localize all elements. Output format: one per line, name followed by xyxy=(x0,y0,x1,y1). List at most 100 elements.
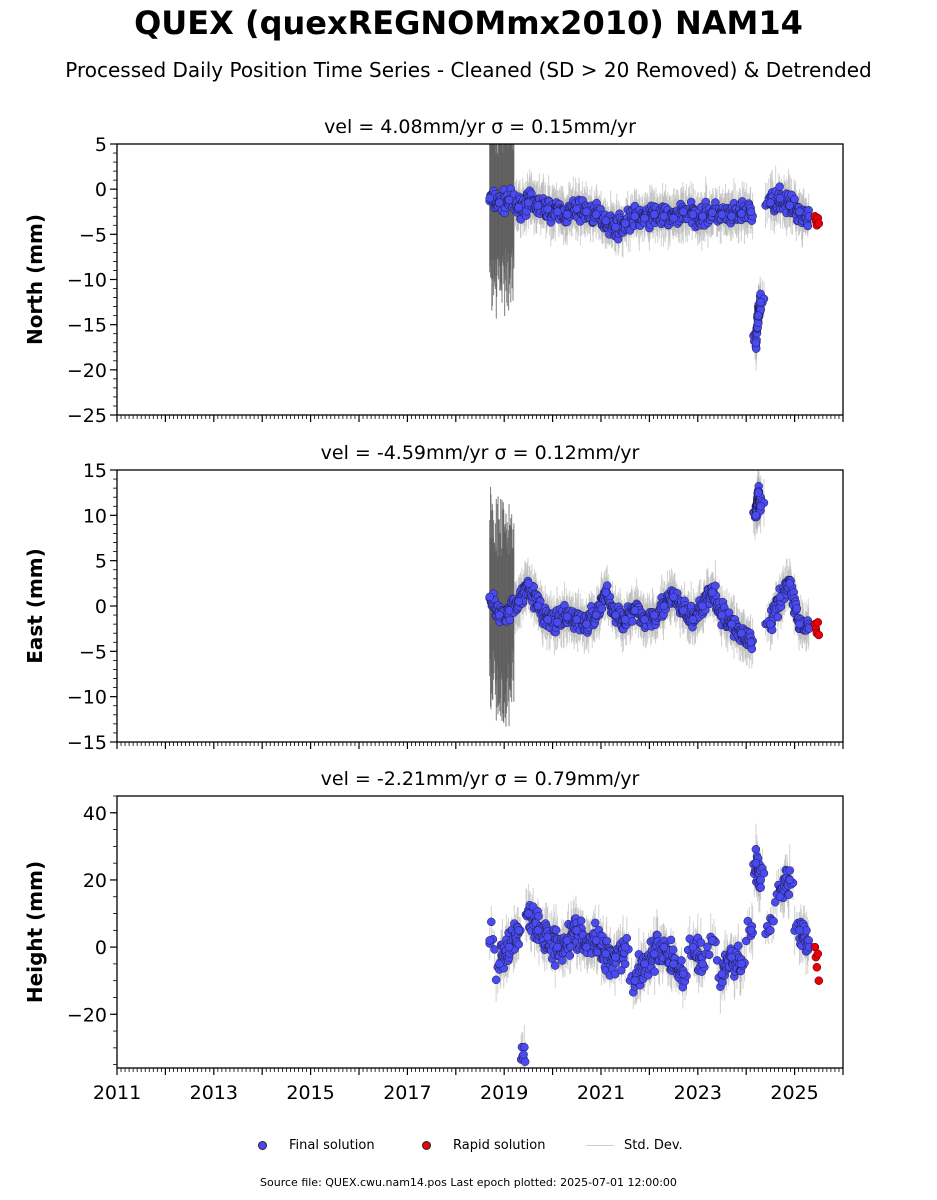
final-point xyxy=(679,606,688,615)
final-point xyxy=(717,969,727,979)
plot-area-east xyxy=(485,470,824,727)
rapid-point xyxy=(813,949,823,959)
final-point xyxy=(785,579,795,588)
final-point xyxy=(543,204,553,214)
final-point xyxy=(659,212,669,221)
final-point xyxy=(766,926,775,935)
final-point xyxy=(611,222,620,232)
final-point xyxy=(485,193,494,203)
final-point xyxy=(553,207,562,216)
final-point xyxy=(514,926,523,935)
final-point xyxy=(562,210,572,219)
final-point xyxy=(495,610,504,620)
final-point xyxy=(775,182,784,191)
final-point xyxy=(741,936,751,946)
final-point xyxy=(495,959,504,969)
final-point xyxy=(775,892,785,901)
y-tick-label: 40 xyxy=(83,803,107,825)
final-point xyxy=(485,592,494,602)
final-point xyxy=(754,488,763,497)
final-point xyxy=(562,936,572,945)
final-point xyxy=(698,959,707,969)
panel-title: vel = 4.08mm/yr σ = 0.15mm/yr xyxy=(324,116,636,138)
final-point xyxy=(601,216,611,226)
y-tick-label: 20 xyxy=(83,870,107,892)
final-point xyxy=(553,942,562,952)
final-point xyxy=(727,619,736,629)
y-tick-label: 0 xyxy=(95,179,107,201)
legend-final: Final solution xyxy=(258,1138,375,1153)
y-tick-label: 5 xyxy=(95,551,107,573)
final-point xyxy=(746,207,756,216)
final-point xyxy=(649,210,659,219)
final-point xyxy=(495,198,504,207)
final-point xyxy=(602,936,611,946)
final-point xyxy=(754,311,763,320)
final-point xyxy=(769,917,778,926)
final-point xyxy=(620,615,630,624)
final-point xyxy=(520,1042,529,1052)
x-tick-label: 2017 xyxy=(383,1082,431,1104)
final-point xyxy=(698,601,707,611)
legend-std-label: Std. Dev. xyxy=(624,1138,683,1153)
final-point xyxy=(803,221,813,231)
figure-title: QUEX (quexREGNOMmx2010) NAM14 xyxy=(134,4,803,42)
final-point xyxy=(650,967,659,976)
final-point xyxy=(485,936,494,945)
final-point xyxy=(591,610,601,620)
panel-title: vel = -4.59mm/yr σ = 0.12mm/yr xyxy=(321,442,640,464)
x-tick-label: 2015 xyxy=(286,1082,334,1104)
panel-title: vel = -2.21mm/yr σ = 0.79mm/yr xyxy=(321,768,640,790)
final-point xyxy=(491,975,501,985)
final-point xyxy=(490,945,499,954)
final-point xyxy=(679,207,688,216)
final-point xyxy=(751,858,761,868)
final-point xyxy=(727,212,736,221)
x-tick-label: 2025 xyxy=(770,1082,818,1104)
final-point xyxy=(688,942,698,952)
final-point xyxy=(524,198,533,207)
final-point xyxy=(514,940,523,949)
std-line-icon xyxy=(586,1145,614,1146)
final-point xyxy=(640,959,649,969)
legend-std: Std. Dev. xyxy=(586,1138,683,1153)
y-tick-label: −20 xyxy=(67,1004,107,1026)
final-point xyxy=(558,956,567,965)
final-point xyxy=(756,502,765,511)
final-point xyxy=(708,936,717,945)
x-tick-label: 2019 xyxy=(480,1082,528,1104)
plot-area-height xyxy=(485,823,824,1068)
final-point xyxy=(751,511,761,520)
legend-final-label: Final solution xyxy=(289,1138,375,1153)
final-point xyxy=(784,890,794,899)
y-tick-label: −10 xyxy=(67,270,107,292)
final-point xyxy=(543,615,553,624)
final-point xyxy=(601,949,611,959)
final-point xyxy=(597,604,607,613)
panel-north: 5 0 −5 −10 −15 −20 −25 vel = 4.08mm/yr σ = 0.15… xyxy=(23,116,844,427)
y-axis-label: North (mm) xyxy=(23,214,47,345)
y-tick-label: −15 xyxy=(67,315,107,337)
x-tick-label: 2021 xyxy=(577,1082,625,1104)
final-point xyxy=(550,961,560,970)
final-point xyxy=(611,610,620,620)
final-point xyxy=(659,942,669,952)
final-point xyxy=(640,615,649,624)
y-tick-label: −25 xyxy=(67,405,107,427)
plot-area-north xyxy=(485,144,824,372)
y-tick-label: −5 xyxy=(79,224,107,246)
final-point xyxy=(630,212,640,221)
rapid-point xyxy=(812,963,822,972)
figure-subtitle: Processed Daily Position Time Series - C… xyxy=(65,58,872,82)
final-point xyxy=(756,297,765,307)
y-tick-label: 15 xyxy=(83,460,107,482)
final-point xyxy=(649,949,659,959)
final-point xyxy=(533,926,543,935)
final-point xyxy=(616,965,626,975)
final-point xyxy=(785,875,795,885)
plot-frame xyxy=(116,795,844,1069)
final-point xyxy=(775,592,785,602)
final-point xyxy=(737,209,746,218)
final-point xyxy=(504,195,514,205)
